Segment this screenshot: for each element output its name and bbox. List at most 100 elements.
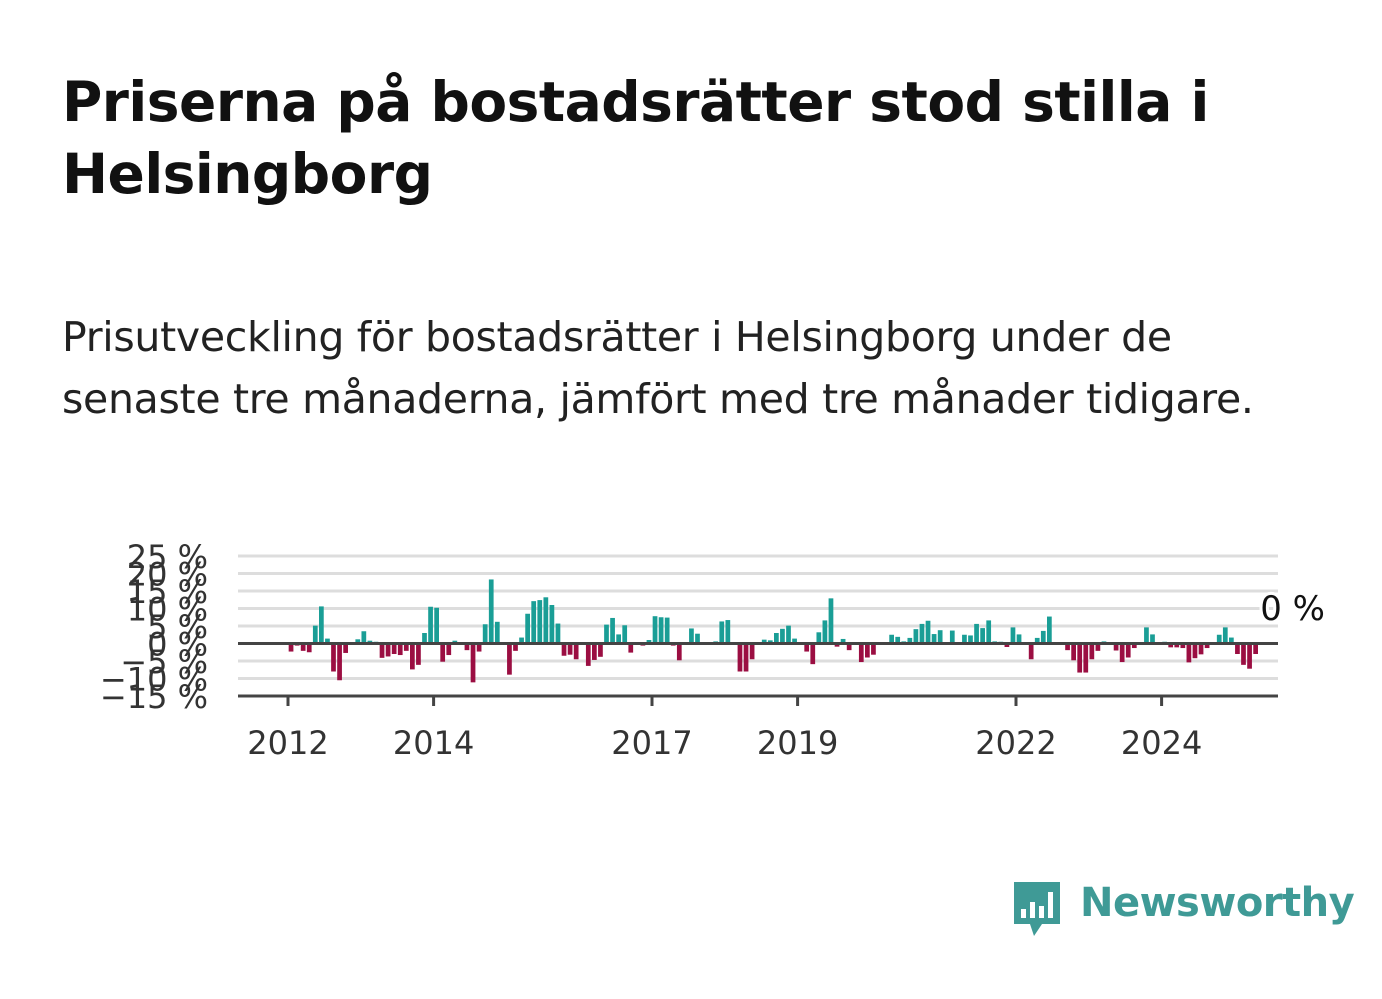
bar [1174, 643, 1180, 648]
y-tick-label: −5 % [120, 643, 208, 681]
y-tick-label: 10 % [127, 591, 208, 629]
y-tick-label: −10 % [100, 661, 208, 699]
bar [446, 643, 452, 656]
bar [658, 617, 664, 644]
bar [434, 607, 439, 644]
bar [1186, 643, 1192, 663]
bar [513, 643, 518, 651]
bar [1077, 643, 1083, 673]
bar [337, 643, 342, 681]
bar [610, 617, 615, 644]
bar [573, 643, 579, 660]
bar [695, 633, 700, 644]
bar [416, 643, 421, 665]
bar [622, 625, 628, 644]
bar [871, 643, 876, 655]
bar [980, 628, 985, 644]
bar [1247, 643, 1252, 669]
bar [494, 621, 500, 644]
latest-value-annotation: 0 % [1260, 589, 1325, 629]
bar [1095, 643, 1101, 651]
bar [343, 643, 348, 653]
bar [598, 643, 603, 657]
bar [1047, 616, 1052, 644]
bar [749, 643, 755, 660]
bar [1089, 643, 1095, 660]
bar [1144, 627, 1149, 644]
bar [828, 598, 834, 644]
bar [1192, 643, 1198, 659]
bar [519, 637, 524, 644]
bar [676, 643, 682, 661]
bar [792, 638, 797, 644]
x-tick-label: 2014 [393, 724, 474, 760]
bar [464, 643, 470, 651]
bar [1028, 643, 1034, 660]
bar [325, 638, 330, 644]
tick-labels: −15 %−10 %−5 % 0 % 5 %10 %15 %20 %25 % 2012… [100, 538, 1328, 760]
bar [968, 635, 973, 644]
bar-chart: −15 %−10 %−5 % 0 % 5 %10 %15 %20 %25 % 2012… [100, 538, 1328, 760]
bar-chart-speech-bubble-icon [1014, 882, 1060, 936]
bar [470, 643, 476, 683]
y-tick-label: 25 % [127, 538, 208, 576]
bar [1229, 637, 1234, 644]
bar [567, 643, 573, 655]
bar [737, 643, 743, 672]
x-tick-label: 2024 [1121, 724, 1202, 760]
bar [410, 643, 415, 670]
bar [1216, 634, 1222, 644]
bar [525, 613, 530, 644]
bar [331, 643, 336, 672]
bar [689, 628, 694, 644]
bar [1004, 643, 1010, 647]
bar [397, 643, 403, 656]
bar [1168, 643, 1174, 648]
y-tick-label: 15 % [127, 573, 208, 611]
bar [761, 639, 767, 644]
x-tick-label: 2012 [247, 724, 328, 760]
bar [816, 632, 822, 644]
y-tick-label: 20 % [127, 556, 208, 594]
bar [895, 636, 901, 644]
bar [1150, 634, 1155, 644]
bar [628, 643, 634, 653]
bar [840, 638, 846, 644]
y-tick-label: −15 % [100, 678, 208, 716]
bar [585, 643, 591, 666]
bar [804, 643, 810, 652]
bar [1180, 643, 1186, 649]
bar [361, 631, 367, 644]
bar [919, 623, 925, 644]
bar [1235, 643, 1240, 654]
bar [846, 643, 852, 651]
bar [780, 628, 785, 644]
bar [664, 617, 670, 644]
bar [1131, 643, 1137, 649]
bar [1222, 627, 1228, 644]
bar [986, 620, 992, 644]
bar [907, 637, 913, 644]
bar [355, 639, 361, 644]
bar [1204, 643, 1210, 649]
chart-subtitle: Prisutveckling för bostadsrätter i Helsi… [62, 313, 1254, 423]
bar [428, 606, 433, 644]
bar [592, 643, 597, 660]
axes [238, 642, 1278, 706]
bar [834, 643, 840, 647]
bar [937, 630, 943, 644]
bars [288, 579, 1258, 683]
bar [488, 579, 494, 644]
bar [810, 643, 816, 665]
bar [537, 600, 543, 644]
bar [385, 643, 391, 657]
bar [786, 625, 791, 644]
bar [1040, 630, 1046, 644]
bar [1083, 643, 1089, 673]
bar [288, 643, 294, 652]
brand-name: Newsworthy [1080, 880, 1355, 926]
bar [974, 623, 979, 644]
bar [767, 640, 773, 644]
bar [1034, 637, 1040, 644]
y-tick-label: 5 % [147, 608, 208, 646]
